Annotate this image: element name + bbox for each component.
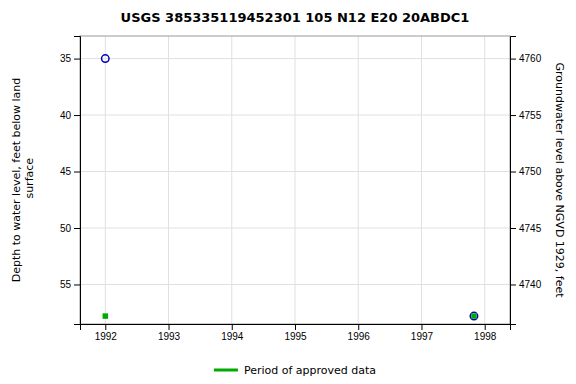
title: USGS 385335119452301 105 N12 E20 20ABDC1 [121, 10, 470, 25]
x-tick-label: 1997 [411, 331, 434, 342]
grid-line-y [80, 115, 510, 116]
x-tick-label: 1996 [348, 331, 371, 342]
plot: 1992 1993 1994 1995 1996 1997 1998 35 40 45 50 55 47… [60, 36, 542, 342]
point [103, 313, 108, 318]
y2-tick: 4755 [510, 110, 542, 121]
legend-label: Period of approved data [244, 364, 376, 377]
x-tick: 1995 [284, 324, 307, 342]
y2-tick-mark [510, 284, 516, 285]
grid-line-y [80, 171, 510, 172]
y2-tick: 4745 [510, 223, 542, 234]
point [102, 55, 109, 62]
x-tick: 1997 [411, 324, 434, 342]
y-tick: 45 [60, 166, 80, 177]
x-tick-mark [169, 324, 170, 330]
x-tick: 1998 [474, 324, 497, 342]
x-tick-mark [295, 324, 296, 330]
x-tick: 1993 [158, 324, 181, 342]
y-tick: 40 [60, 110, 80, 121]
x-tick-mark [358, 324, 359, 330]
y2-tick: 4740 [510, 279, 542, 290]
x-tick-mark [421, 324, 422, 330]
x-tick-label: 1994 [221, 331, 244, 342]
y-tick-mark [74, 172, 80, 173]
y2-tick-label: 4745 [519, 223, 542, 234]
y2-tick-mark [510, 59, 516, 60]
y2-tick-label: 4760 [519, 53, 542, 64]
x-tick-mark [105, 324, 106, 330]
grid-line-y [80, 228, 510, 229]
y-tick-mark [74, 228, 80, 229]
grid-line-x [484, 36, 485, 324]
grid-line-x [421, 36, 422, 324]
y2-tick: 4760 [510, 53, 542, 64]
series [102, 55, 478, 320]
y2-tick-label: 4750 [519, 166, 542, 177]
grid-line-x [105, 36, 106, 324]
y-tick: 35 [60, 53, 80, 64]
y2-tick-mark [510, 172, 516, 173]
y-tick-label: 50 [60, 223, 72, 234]
grid-line-x [231, 36, 232, 324]
y-tick-label: 35 [60, 53, 72, 64]
y2-axis-line [511, 37, 517, 325]
y-axis-line [74, 37, 81, 325]
marks [102, 55, 478, 320]
grid-line-x [358, 36, 359, 324]
grid-line-y [80, 58, 510, 59]
y2-tick: 4750 [510, 166, 542, 177]
grid-line-y [80, 284, 510, 285]
grid [80, 36, 510, 324]
point [471, 313, 476, 318]
x-tick: 1994 [221, 324, 244, 342]
legend: Period of approved data [214, 364, 376, 377]
y2-tick-label: 4755 [519, 110, 542, 121]
x-tick-label: 1992 [95, 331, 118, 342]
y-tick-mark [74, 284, 80, 285]
x-tick: 1992 [95, 324, 118, 342]
x-axis-line [81, 325, 511, 331]
legend-swatch [214, 369, 238, 372]
y-axis: 35 40 45 50 55 [60, 37, 81, 325]
y-tick-label: 55 [60, 279, 72, 290]
x-axis: 1992 1993 1994 1995 1996 1997 1998 [81, 324, 511, 342]
x-tick-label: 1995 [284, 331, 307, 342]
y-tick-label: 45 [60, 166, 72, 177]
y-tick: 55 [60, 279, 80, 290]
series [103, 313, 477, 318]
chart: 1992 1993 1994 1995 1996 1997 1998 35 40 45 50 55 47… [0, 0, 576, 384]
x-tick-label: 1998 [474, 331, 497, 342]
legend-item: Period of approved data [214, 364, 376, 377]
y2-tick-label: 4740 [519, 279, 542, 290]
x-tick: 1996 [348, 324, 371, 342]
y-tick-label: 40 [60, 110, 72, 121]
y-tick: 50 [60, 223, 80, 234]
plot-frame [80, 36, 510, 324]
y2-axis: 4760 4755 4750 4745 4740 [510, 37, 542, 325]
y-tick-mark [74, 59, 80, 60]
grid-line-x [168, 36, 169, 324]
y-axis-title: Depth to water level, feet below land su… [10, 78, 36, 283]
x-tick-mark [485, 324, 486, 330]
y2-tick-mark [510, 228, 516, 229]
y2-tick-mark [510, 115, 516, 116]
grid-line-x [295, 36, 296, 324]
x-tick-mark [232, 324, 233, 330]
point [470, 312, 477, 319]
y-tick-mark [74, 115, 80, 116]
y2-axis-title: Groundwater level above NGVD 1929, feet [553, 62, 566, 298]
x-tick-label: 1993 [158, 331, 181, 342]
